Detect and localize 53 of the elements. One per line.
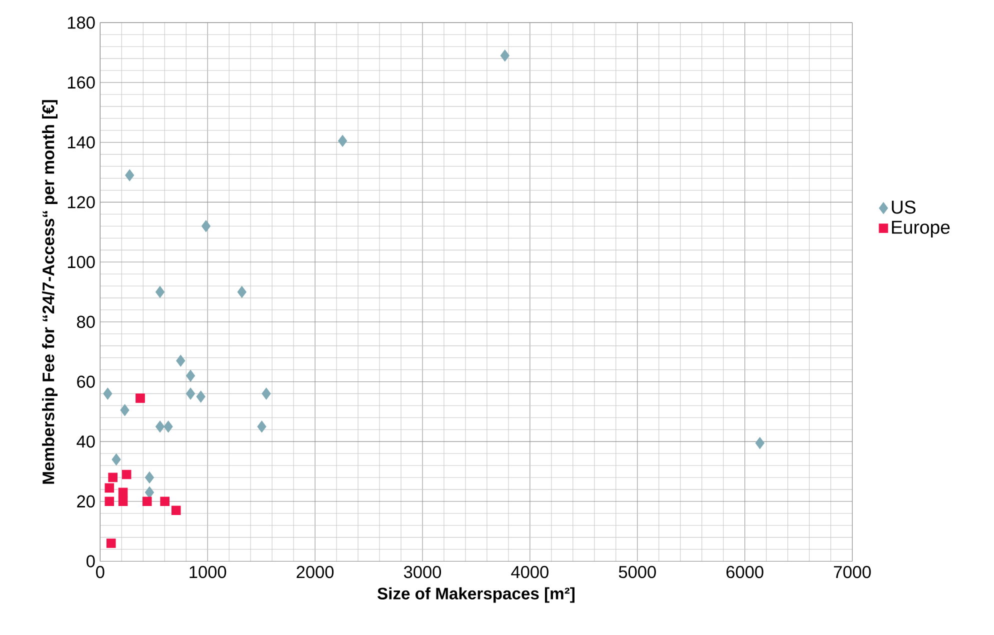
point — [104, 483, 114, 493]
point — [122, 470, 132, 480]
point — [104, 496, 114, 506]
y-tick-label: 140 — [68, 136, 95, 148]
point — [237, 286, 246, 298]
legend-label: US — [892, 200, 916, 214]
x-axis-title: Size of Makerspaces [m²] — [378, 587, 574, 603]
y-tick-label: 0 — [86, 555, 95, 568]
y-tick-label: 60 — [77, 376, 95, 388]
y-tick-label: 80 — [77, 316, 95, 328]
point — [120, 404, 130, 416]
y-tick-label: 160 — [68, 76, 95, 89]
point — [171, 506, 181, 516]
point — [155, 420, 165, 433]
point — [262, 388, 271, 400]
point — [186, 370, 196, 382]
x-tick-label: 3000 — [404, 566, 442, 578]
x-tick-label: 7000 — [834, 566, 871, 578]
y-tick-label: 120 — [68, 196, 95, 208]
point — [103, 388, 112, 400]
x-tick-label: 6000 — [726, 566, 764, 578]
x-tick-label: 1000 — [190, 566, 226, 578]
point — [144, 486, 154, 498]
point — [125, 169, 134, 182]
point — [164, 420, 173, 433]
x-tick-label: 2000 — [296, 566, 334, 578]
y-tick-label: 20 — [77, 495, 95, 508]
point — [106, 538, 116, 548]
point — [118, 488, 128, 498]
x-tick-label: 5000 — [618, 566, 656, 578]
point — [108, 472, 118, 482]
point — [144, 472, 154, 484]
point — [118, 496, 128, 506]
point — [196, 390, 206, 403]
point — [142, 496, 152, 506]
point — [160, 496, 170, 506]
y-axis-title: Membership Fee for “24/7-Access“ per month [€] — [42, 100, 58, 484]
x-tick-label: 0 — [96, 566, 104, 578]
point — [186, 388, 196, 400]
point — [257, 420, 266, 433]
y-tick-label: 100 — [68, 256, 95, 268]
legend-label: Europe — [892, 220, 950, 238]
point — [176, 354, 186, 367]
y-tick-label: 180 — [68, 16, 95, 29]
x-tick-label: 4000 — [511, 566, 548, 578]
point — [338, 134, 348, 147]
point — [755, 437, 764, 450]
y-tick-label: 40 — [76, 435, 95, 448]
point — [201, 220, 211, 232]
point — [500, 50, 510, 62]
point — [112, 454, 121, 466]
point — [136, 394, 145, 403]
point — [155, 286, 165, 298]
